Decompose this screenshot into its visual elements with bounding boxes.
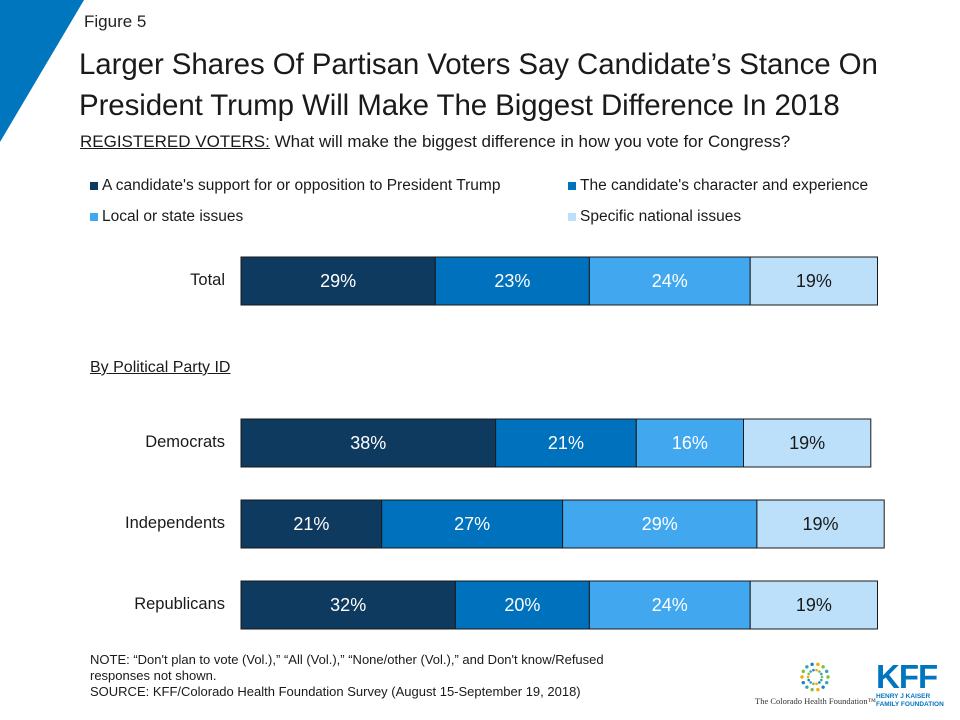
subtitle-prefix: REGISTERED VOTERS: [80,132,270,151]
bar-republicans-local [588,580,751,630]
cf-burst-icon [800,662,830,692]
title-line-1: Larger Shares Of Partisan Voters Say Can… [79,48,878,81]
source-line: SOURCE: KFF/Colorado Health Foundation S… [90,684,581,699]
note-line-2: responses not shown. [90,668,217,683]
title-line-2: President Trump Will Make The Biggest Di… [79,89,840,122]
bar-independents-local [562,499,758,549]
data-label-independents-national: 19% [803,514,839,534]
kff-logo-sub-2: FAMILY FOUNDATION [876,701,944,708]
legend-label-local: Local or state issues [102,208,244,225]
legend-label-trump: A candidate's support for or opposition … [102,177,501,194]
row-label-independents: Independents [124,514,225,532]
bar-democrats-character [495,418,637,468]
legend-swatch-character [568,182,576,190]
kff-logo-text: KFF [876,658,938,695]
legend-label-character: The candidate's character and experience [580,177,869,194]
legend-item-national: Specific national issues [568,208,741,226]
data-label-democrats-trump: 38% [350,433,386,453]
legend-swatch-national [568,213,576,221]
kff-logo: KFF HENRY J KAISER FAMILY FOUNDATION [876,660,956,716]
legend-swatch-trump [90,182,98,190]
data-label-republicans-character: 20% [504,595,540,615]
note-line-1: NOTE: “Don't plan to vote (Vol.),” “All … [90,652,604,667]
colorado-health-foundation-logo: The Colorado Health Foundation™ [755,660,876,710]
bar-democrats-local [635,418,744,468]
data-label-total-local: 24% [652,271,688,291]
data-label-republicans-local: 24% [652,595,688,615]
chart-subtitle: REGISTERED VOTERS: What will make the bi… [80,132,790,152]
cf-logo-text: The Colorado Health Foundation™ [755,696,876,706]
legend-item-character: The candidate's character and experience [568,177,868,195]
data-label-independents-local: 29% [642,514,678,534]
bar-independents-character [381,499,564,549]
data-label-democrats-character: 21% [548,433,584,453]
kff-logo-sub-1: HENRY J KAISER [876,693,931,700]
row-label-total: Total [190,271,225,289]
section-label-party: By Political Party ID [90,359,231,376]
data-label-democrats-local: 16% [672,433,708,453]
bar-independents-national [756,499,885,549]
data-label-total-trump: 29% [320,271,356,291]
bar-total-national [749,256,879,306]
legend-label-national: Specific national issues [580,208,742,225]
legend-item-local: Local or state issues [90,208,243,226]
data-label-independents-character: 27% [454,514,490,534]
legend-item-trump: A candidate's support for or opposition … [90,177,500,195]
data-label-democrats-national: 19% [789,433,825,453]
row-label-republicans: Republicans [134,595,225,613]
data-label-republicans-national: 19% [796,595,832,615]
data-label-republicans-trump: 32% [330,595,366,615]
row-label-democrats: Democrats [145,433,225,451]
bar-total-trump [240,256,436,306]
data-label-independents-trump: 21% [293,514,329,534]
subtitle-text: What will make the biggest difference in… [269,132,791,151]
chart-note: NOTE: “Don't plan to vote (Vol.),” “All … [90,652,690,700]
figure-label: Figure 5 [84,12,147,31]
legend-swatch-local [90,213,98,221]
bar-republicans-character [454,580,590,630]
bar-independents-trump [240,499,383,549]
data-label-total-character: 23% [494,271,530,291]
data-label-total-national: 19% [796,271,832,291]
chart-title: Larger Shares Of Partisan Voters Say Can… [79,44,959,126]
corner-accent [0,0,84,142]
bar-democrats-national [743,418,872,468]
bar-republicans-national [749,580,879,630]
